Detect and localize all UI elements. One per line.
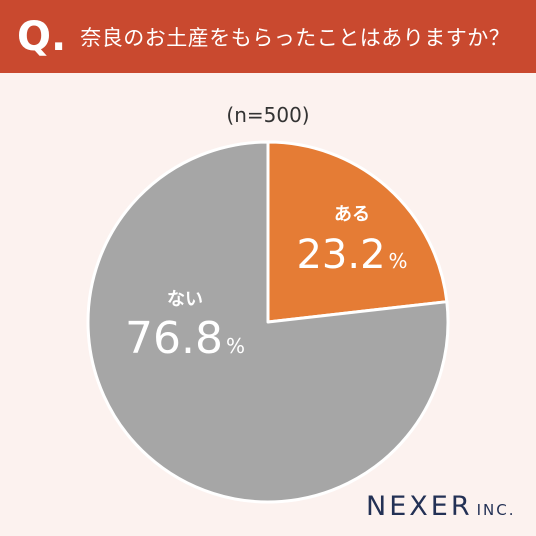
q-mark: Q. <box>17 13 67 60</box>
pie-labels: ある 23.2 % ない 76.8% <box>125 204 408 364</box>
pie-slices <box>86 140 450 504</box>
brand-suffix: INC. <box>476 501 516 519</box>
sample-size-label: (n=500) <box>226 103 310 127</box>
brand-name: NEXER <box>366 491 473 522</box>
pie-slice-no <box>86 140 450 504</box>
pie-slice-yes <box>266 140 449 324</box>
question-header: Q. 奈良のお土産をもらったことはありますか？ <box>0 0 536 73</box>
slice-value-label: 23.2% <box>296 232 407 278</box>
question-text: 奈良のお土産をもらったことはありますか？ <box>80 25 511 50</box>
slice-label: ある <box>334 204 370 225</box>
brand-logo: NEXER INC. <box>366 491 515 522</box>
slice-label: ない <box>167 289 203 310</box>
slice-value-label: 76.8% <box>125 313 245 364</box>
